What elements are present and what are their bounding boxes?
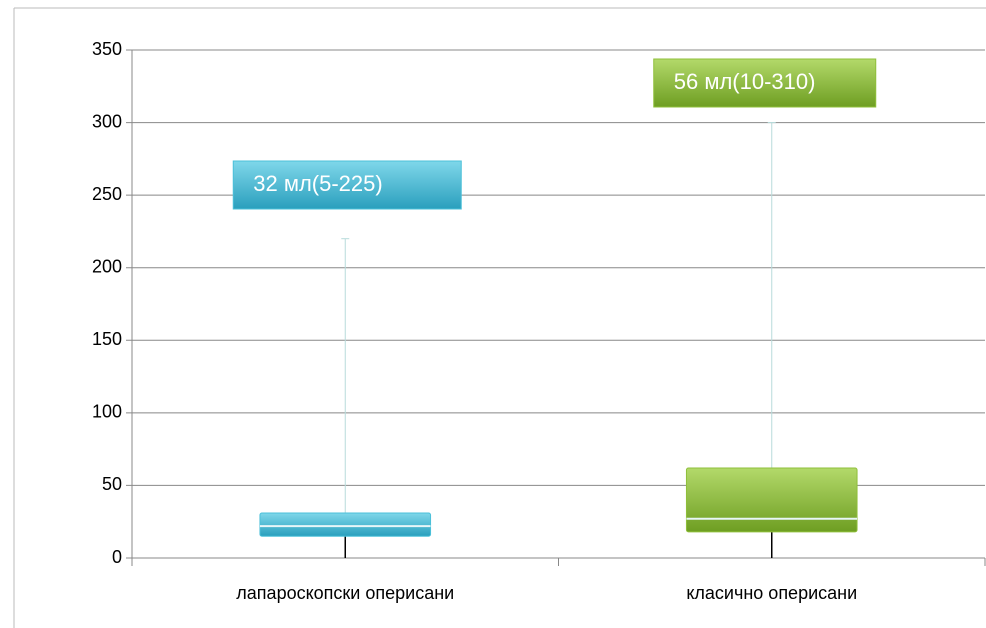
box bbox=[685, 467, 858, 533]
y-tick-label: 150 bbox=[92, 329, 122, 349]
y-tick-label: 250 bbox=[92, 184, 122, 204]
annotation: 56 мл(10-310) bbox=[674, 69, 816, 94]
y-tick-label: 100 bbox=[92, 402, 122, 422]
box bbox=[259, 512, 432, 537]
y-tick-label: 200 bbox=[92, 256, 122, 276]
y-tick-label: 300 bbox=[92, 111, 122, 131]
y-tick-label: 350 bbox=[92, 39, 122, 59]
x-tick-label: класично оперисани bbox=[686, 583, 857, 603]
y-tick-label: 50 bbox=[102, 474, 122, 494]
annotation-box bbox=[653, 58, 877, 108]
x-tick-label: лапароскопски оперисани bbox=[236, 583, 454, 603]
annotation-box bbox=[232, 160, 462, 210]
annotation: 32 мл(5-225) bbox=[253, 171, 382, 196]
y-tick-label: 0 bbox=[112, 547, 122, 567]
